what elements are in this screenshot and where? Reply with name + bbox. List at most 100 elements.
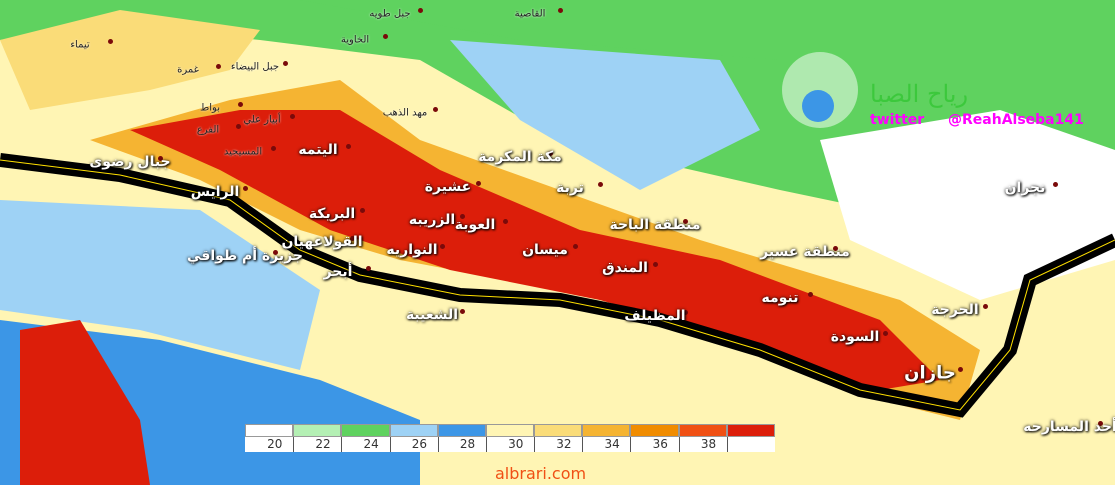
place-label: مكة المكرمة bbox=[478, 149, 562, 165]
place-dot bbox=[883, 331, 888, 336]
blue-area bbox=[450, 40, 760, 190]
place-label: القاصية bbox=[514, 8, 546, 20]
place-label: النواريه bbox=[386, 242, 438, 258]
legend-tick bbox=[582, 437, 584, 452]
place-label: اليتمه bbox=[298, 142, 338, 158]
place-dot bbox=[290, 114, 295, 119]
place-label: السودة bbox=[830, 329, 880, 345]
legend-tick-label: 38 bbox=[700, 437, 717, 451]
hot-sea bbox=[20, 320, 150, 485]
hottest-band bbox=[130, 110, 940, 390]
place-dot bbox=[238, 102, 243, 107]
place-dot bbox=[360, 208, 365, 213]
legend-tick bbox=[678, 437, 680, 452]
place-dot bbox=[548, 151, 553, 156]
place-label: المندق bbox=[602, 260, 648, 276]
place-label: مهد الذهب bbox=[382, 107, 428, 119]
legend-swatch bbox=[485, 424, 535, 437]
legend-swatch bbox=[534, 424, 583, 437]
place-dot bbox=[983, 304, 988, 309]
place-label: منطقة الباحة bbox=[609, 217, 701, 233]
place-label: المسيجيد bbox=[223, 146, 263, 158]
legend-swatch bbox=[630, 424, 679, 437]
place-label: جبال رضوى bbox=[89, 154, 171, 170]
place-dot bbox=[573, 244, 578, 249]
place-label: نجران bbox=[1004, 180, 1046, 196]
legend-tick bbox=[534, 437, 536, 452]
legend-strip bbox=[245, 437, 775, 452]
place-label: أحد المسارحه bbox=[1023, 419, 1115, 435]
legend-tick bbox=[293, 437, 295, 452]
place-dot bbox=[683, 219, 688, 224]
place-dot bbox=[350, 236, 355, 241]
place-dot bbox=[558, 8, 563, 13]
place-label: تنومه bbox=[761, 290, 799, 306]
place-label: بواط bbox=[200, 102, 220, 114]
place-dot bbox=[598, 182, 603, 187]
white-area bbox=[820, 110, 1115, 300]
legend-tick-label: 24 bbox=[363, 437, 379, 451]
place-dot bbox=[503, 219, 508, 224]
place-label: أبيار علي bbox=[243, 114, 281, 126]
legend-swatch bbox=[341, 424, 390, 437]
legend-tick-label: 32 bbox=[556, 437, 572, 451]
place-label: جازان bbox=[904, 362, 956, 384]
place-label: عشيرة bbox=[424, 179, 472, 195]
place-label: ميسان bbox=[522, 242, 568, 258]
place-label: جزيرة أم طواقي bbox=[187, 248, 303, 264]
place-dot bbox=[366, 266, 371, 271]
legend-tick bbox=[389, 437, 391, 452]
place-dot bbox=[958, 367, 963, 372]
place-dot bbox=[346, 144, 351, 149]
place-dot bbox=[108, 39, 113, 44]
legend-swatch bbox=[245, 424, 294, 437]
legend-tick bbox=[726, 437, 728, 452]
place-dot bbox=[476, 181, 481, 186]
legend-swatch bbox=[726, 424, 775, 437]
place-label: تربة bbox=[556, 180, 584, 196]
place-dot bbox=[271, 146, 276, 151]
place-label: القولاعهيان bbox=[281, 234, 363, 250]
place-label: الخاوية bbox=[340, 34, 370, 46]
place-label: أبحر bbox=[323, 264, 353, 280]
place-dot bbox=[383, 34, 388, 39]
place-label: البريكة bbox=[308, 206, 356, 222]
place-label: جبل طويه bbox=[369, 8, 411, 20]
logo-title: رياح الصبا bbox=[870, 80, 969, 108]
legend-tick-label: 22 bbox=[315, 437, 331, 451]
place-dot bbox=[418, 8, 423, 13]
legend-tick-label: 36 bbox=[652, 437, 668, 451]
place-dot bbox=[216, 64, 221, 69]
logo-icon bbox=[802, 90, 834, 122]
place-dot bbox=[460, 214, 465, 219]
place-label: تيماء bbox=[70, 39, 90, 51]
place-dot bbox=[158, 156, 163, 161]
place-dot bbox=[1053, 182, 1058, 187]
legend-tick bbox=[485, 437, 487, 452]
legend-swatch bbox=[437, 424, 486, 437]
legend: 20 22 24 26 28 30 32 34 36 38 bbox=[245, 424, 775, 452]
place-dot bbox=[273, 250, 278, 255]
watermark: albrari.com bbox=[495, 464, 587, 483]
legend-tick bbox=[341, 437, 343, 452]
legend-swatch bbox=[582, 424, 631, 437]
place-label: الحرجة bbox=[931, 302, 979, 318]
legend-swatch bbox=[678, 424, 727, 437]
place-label: العوبة bbox=[454, 217, 496, 233]
place-label: الشعيبة bbox=[405, 307, 459, 323]
logo-handle: @ReahAlseba141 bbox=[948, 112, 1084, 128]
legend-tick bbox=[630, 437, 632, 452]
place-dot bbox=[236, 124, 241, 129]
place-dot bbox=[653, 262, 658, 267]
legend-tick-label: 30 bbox=[508, 437, 524, 451]
place-dot bbox=[1098, 421, 1103, 426]
legend-swatch bbox=[293, 424, 342, 437]
place-dot bbox=[433, 107, 438, 112]
legend-tick-label: 26 bbox=[411, 437, 427, 451]
sea-area bbox=[0, 200, 320, 370]
place-dot bbox=[440, 244, 445, 249]
logo-twitter: twitter bbox=[870, 112, 925, 128]
place-dot bbox=[460, 309, 465, 314]
place-label: منطقة عسير bbox=[760, 244, 850, 260]
